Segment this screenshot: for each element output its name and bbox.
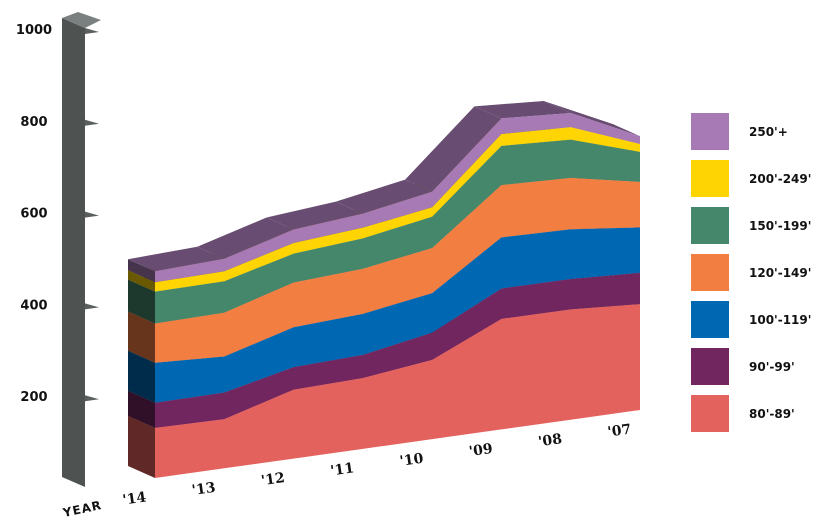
legend-label: 150'-199' [749, 219, 811, 233]
y-tick-label: 400 [20, 298, 47, 313]
top-face-250plus [128, 246, 225, 272]
top-face-250plus [474, 100, 571, 119]
front-face-80-89 [155, 304, 640, 478]
legend-swatch [691, 207, 729, 244]
y-tick-label: 200 [20, 390, 47, 405]
front-face-250plus [155, 112, 640, 283]
side-face-120-149 [128, 311, 155, 363]
top-face-250plus [197, 217, 294, 259]
legend-swatch [691, 348, 729, 385]
y-tick-group: 200 400 600 800 1000 [16, 23, 99, 405]
x-tick-label: '07 [607, 421, 633, 440]
legend-label: 200'-249' [749, 172, 811, 186]
y-tick-label: 600 [20, 207, 47, 222]
y-tick-mark [85, 119, 99, 126]
legend-item: 150'-199' [691, 207, 811, 244]
y-axis [62, 12, 101, 487]
y-tick-mark [85, 28, 99, 34]
front-face-150-199 [155, 139, 640, 324]
x-tick-label: '09 [468, 441, 494, 460]
legend: 250'+ 200'-249' 150'-199' 120'-149' 100'-119… [691, 113, 811, 432]
legend-item: 200'-249' [691, 160, 811, 197]
legend-swatch [691, 301, 729, 338]
y-tick-mark [85, 395, 99, 402]
side-face-100-119 [128, 350, 155, 403]
legend-label: 120'-149' [749, 266, 811, 280]
legend-swatch [691, 395, 729, 432]
side-face-90-99 [128, 390, 155, 428]
legend-label: 100'-119' [749, 313, 811, 327]
y-tick-label: 1000 [16, 23, 52, 38]
legend-label: 250'+ [749, 125, 788, 139]
side-face-250plus [128, 259, 155, 283]
legend-item: 100'-119' [691, 301, 811, 338]
side-face-200-249 [128, 270, 155, 292]
y-tick-mark [85, 303, 99, 310]
top-face-250plus [405, 106, 502, 192]
legend-label: 90'-99' [749, 360, 795, 374]
x-tick-label: '14 [122, 489, 148, 508]
front-face-100-119 [155, 227, 640, 403]
legend-item: 250'+ [691, 113, 788, 150]
x-tick-label: '12 [260, 470, 286, 489]
area-series-group [128, 100, 640, 478]
x-tick-group: '14 '13 '12 '11 '10 '09 '08 '07 [122, 421, 633, 508]
y-tick-label: 800 [20, 115, 47, 130]
legend-swatch [691, 160, 729, 197]
legend-swatch [691, 254, 729, 291]
legend-item: 80'-89' [691, 395, 795, 432]
x-tick-label: '13 [191, 480, 217, 499]
front-face-200-249 [155, 127, 640, 292]
legend-item: 90'-99' [691, 348, 795, 385]
side-face-80-89 [128, 415, 155, 478]
series-250plus [128, 100, 640, 283]
y-axis-bar-front [62, 18, 85, 487]
x-tick-label: '08 [537, 431, 563, 450]
top-face-250plus [543, 100, 640, 137]
x-axis-title: YEAR [61, 498, 103, 520]
y-axis-bar-side [62, 12, 101, 28]
top-face-250plus [335, 179, 433, 214]
side-face-150-199 [128, 279, 155, 324]
y-tick-mark [85, 211, 99, 218]
front-face-120-149 [155, 177, 640, 363]
x-tick-label: '10 [399, 451, 425, 470]
x-tick-label: '11 [329, 460, 355, 479]
legend-swatch [691, 113, 729, 150]
legend-label: 80'-89' [749, 407, 795, 421]
front-face-90-99 [155, 272, 640, 428]
legend-item: 120'-149' [691, 254, 811, 291]
top-face-250plus [266, 201, 363, 230]
